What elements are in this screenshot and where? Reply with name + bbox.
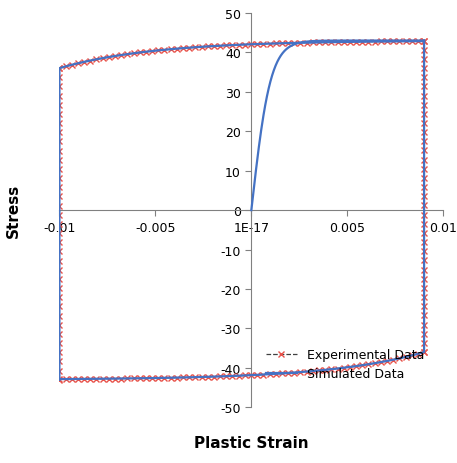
Simulated Data (421, 243, 427, 248)
Simulated Data (421, 39, 427, 44)
Experimental Data (421, 48, 427, 53)
Experimental Data (421, 39, 427, 44)
Experimental Data (174, 47, 180, 52)
Legend: Experimental Data, Simulated Data: Experimental Data, Simulated Data (261, 343, 430, 386)
Simulated Data (57, 376, 62, 382)
Simulated Data (291, 370, 296, 375)
Y-axis label: Stress: Stress (6, 184, 21, 238)
X-axis label: Plastic Strain: Plastic Strain (194, 435, 308, 450)
Line: Simulated Data: Simulated Data (59, 42, 424, 380)
Experimental Data (372, 40, 377, 45)
Simulated Data (57, 223, 62, 229)
Experimental Data (57, 377, 62, 382)
Experimental Data (112, 54, 118, 60)
Experimental Data (57, 194, 62, 200)
Simulated Data (409, 353, 414, 358)
Experimental Data (57, 376, 62, 382)
Simulated Data (421, 309, 427, 314)
Line: Experimental Data: Experimental Data (56, 38, 428, 383)
Simulated Data (57, 377, 62, 382)
Simulated Data (191, 375, 197, 380)
Experimental Data (193, 45, 198, 51)
